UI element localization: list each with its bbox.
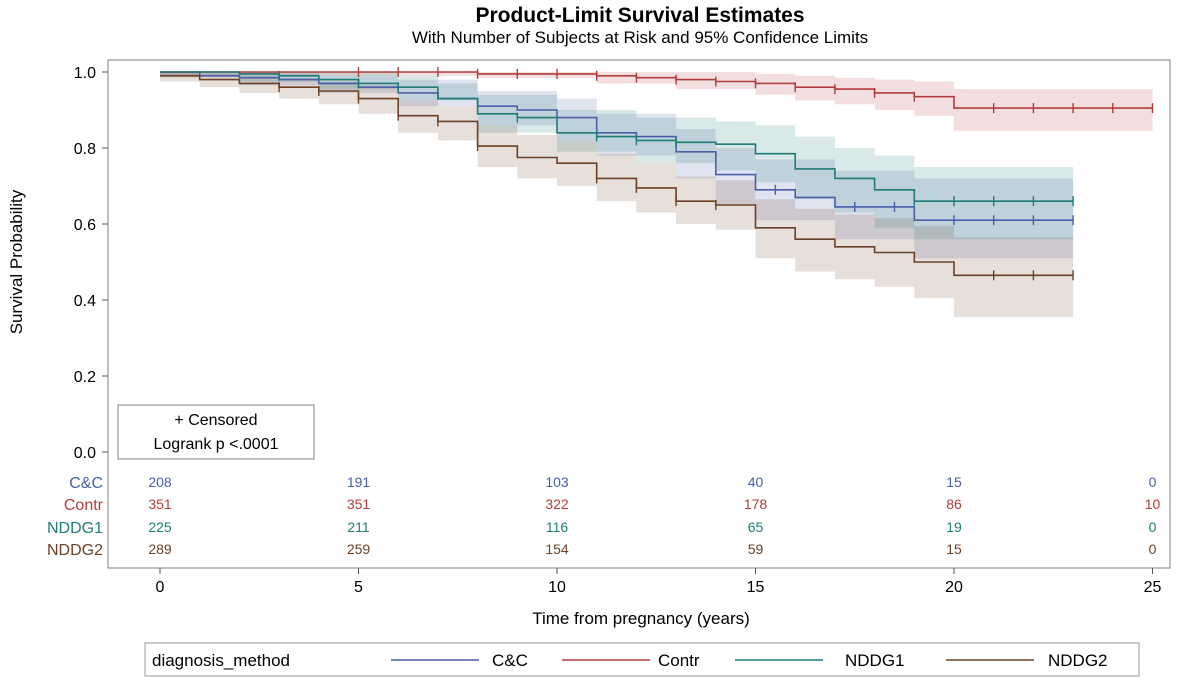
legend-label-nddg1: NDDG1 <box>845 651 905 670</box>
x-axis-label: Time from pregnancy (years) <box>532 609 750 628</box>
y-tick-label: 1.0 <box>74 65 96 82</box>
y-tick-label: 0.0 <box>74 445 96 462</box>
y-tick-label: 0.8 <box>74 141 96 158</box>
legend-label-contr: Contr <box>658 651 700 670</box>
y-tick-label: 0.6 <box>74 217 96 234</box>
x-tick-label: 15 <box>747 579 765 596</box>
at-risk-value-c-c: 191 <box>347 474 371 490</box>
at-risk-value-c-c: 103 <box>545 474 569 490</box>
x-tick-label: 5 <box>354 579 363 596</box>
at-risk-value-nddg2: 289 <box>148 541 172 557</box>
at-risk-value-nddg2: 259 <box>347 541 371 557</box>
x-tick-label: 25 <box>1144 579 1162 596</box>
at-risk-value-contr: 178 <box>744 496 768 512</box>
at-risk-value-c-c: 208 <box>148 474 172 490</box>
at-risk-value-nddg2: 0 <box>1149 541 1157 557</box>
confidence-band-nddg2 <box>160 72 1074 318</box>
risk-label-contr: Contr <box>64 497 104 514</box>
at-risk-value-c-c: 0 <box>1149 474 1157 490</box>
confidence-band-c-c <box>160 72 1074 262</box>
chart-subtitle: With Number of Subjects at Risk and 95% … <box>412 28 868 47</box>
legend-label-nddg2: NDDG2 <box>1048 651 1108 670</box>
at-risk-value-nddg1: 0 <box>1149 519 1157 535</box>
logrank-text: Logrank p <.0001 <box>154 436 279 453</box>
survival-line-c-c <box>160 71 1074 221</box>
at-risk-value-nddg1: 211 <box>347 519 370 535</box>
x-tick-label: 10 <box>548 579 566 596</box>
y-axis: 0.0 0.2 0.4 0.6 0.8 1.0 <box>74 65 108 462</box>
x-tick-label: 0 <box>156 579 165 596</box>
chart-title: Product-Limit Survival Estimates <box>475 4 804 27</box>
x-tick-label: 20 <box>945 579 963 596</box>
at-risk-value-nddg1: 65 <box>748 519 764 535</box>
legend: diagnosis_method C&C Contr NDDG1 NDDG2 <box>144 642 1140 677</box>
at-risk-value-nddg1: 116 <box>546 519 569 535</box>
y-axis-label: Survival Probability <box>7 189 26 334</box>
at-risk-value-c-c: 15 <box>946 474 962 490</box>
at-risk-value-contr: 351 <box>347 496 371 512</box>
at-risk-value-c-c: 40 <box>748 474 764 490</box>
plot-frame <box>107 59 1171 569</box>
censor-marks <box>278 67 1154 281</box>
at-risk-value-nddg1: 19 <box>946 519 962 535</box>
risk-table: C&C 208 191 103 40 15 0 Contr 351 351 322 178 86 10 ND… <box>47 474 1161 559</box>
at-risk-value-contr: 10 <box>1145 496 1161 512</box>
at-risk-value-nddg2: 59 <box>748 541 764 557</box>
survival-line-nddg2 <box>160 75 1074 277</box>
legend-label-c-c: C&C <box>492 651 528 670</box>
risk-label-nddg2: NDDG2 <box>47 542 103 559</box>
at-risk-value-nddg2: 15 <box>946 541 962 557</box>
at-risk-value-nddg1: 225 <box>148 519 172 535</box>
censored-legend-text: + Censored <box>174 412 257 429</box>
confidence-bands <box>160 72 1153 318</box>
at-risk-value-nddg2: 154 <box>545 541 569 557</box>
risk-label-nddg1: NDDG1 <box>47 520 103 537</box>
risk-label-c-c: C&C <box>69 475 103 492</box>
confidence-band-contr <box>160 72 1153 131</box>
y-tick-label: 0.2 <box>74 369 96 386</box>
at-risk-value-contr: 322 <box>545 496 569 512</box>
x-axis: 0 5 10 15 20 25 <box>156 568 1162 596</box>
legend-title: diagnosis_method <box>152 651 290 670</box>
survival-line-nddg1 <box>160 71 1074 202</box>
inset-box <box>117 404 315 460</box>
confidence-band-nddg1 <box>160 72 1074 240</box>
at-risk-value-contr: 86 <box>946 496 962 512</box>
at-risk-value-contr: 351 <box>148 496 172 512</box>
y-tick-label: 0.4 <box>74 293 96 310</box>
